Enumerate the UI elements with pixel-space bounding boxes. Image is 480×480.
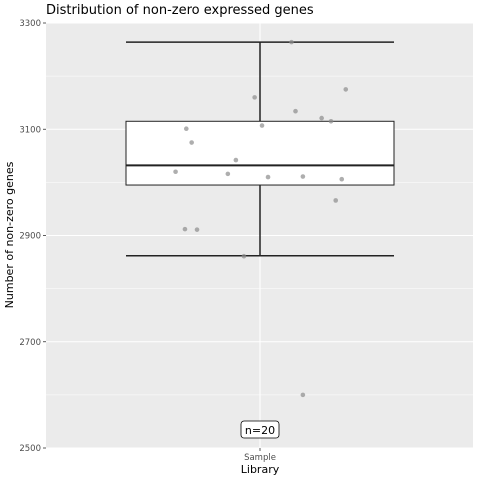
data-point: [328, 118, 334, 124]
data-point: [265, 174, 271, 180]
x-axis-title: Library: [241, 463, 280, 476]
count-label: n=20: [245, 424, 275, 437]
data-points: [173, 39, 349, 398]
y-tick-label: 2500: [19, 444, 41, 454]
data-point: [241, 253, 247, 259]
axes: 2500 2700 2900 3100 3300 Sample: [19, 19, 276, 463]
data-point: [182, 226, 188, 232]
data-point: [252, 95, 257, 100]
interquartile-box: [125, 120, 395, 186]
data-point: [225, 171, 231, 177]
data-point: [300, 174, 306, 179]
y-tick-label: 2700: [19, 338, 41, 348]
data-point: [233, 157, 239, 163]
count-annotation: n=20: [240, 420, 280, 439]
data-point: [173, 169, 178, 175]
data-point: [343, 87, 349, 92]
box-and-whiskers: [125, 41, 395, 257]
data-point: [289, 39, 294, 45]
data-point: [184, 126, 189, 132]
data-point: [333, 198, 339, 203]
data-point: [189, 140, 194, 145]
y-axis-title: Number of non-zero genes: [3, 161, 16, 308]
data-point: [319, 115, 324, 121]
chart-title: Distribution of non-zero expressed genes: [46, 3, 314, 18]
data-point: [259, 123, 265, 128]
y-tick-label: 3100: [19, 125, 41, 135]
data-point: [339, 176, 345, 182]
count-label-box: [240, 420, 280, 439]
data-point: [300, 392, 306, 398]
y-tick-label: 3300: [19, 19, 41, 29]
y-tick-label: 2900: [19, 232, 41, 242]
data-point: [293, 108, 298, 114]
x-tick-label: Sample: [244, 453, 276, 463]
data-point: [194, 227, 200, 232]
